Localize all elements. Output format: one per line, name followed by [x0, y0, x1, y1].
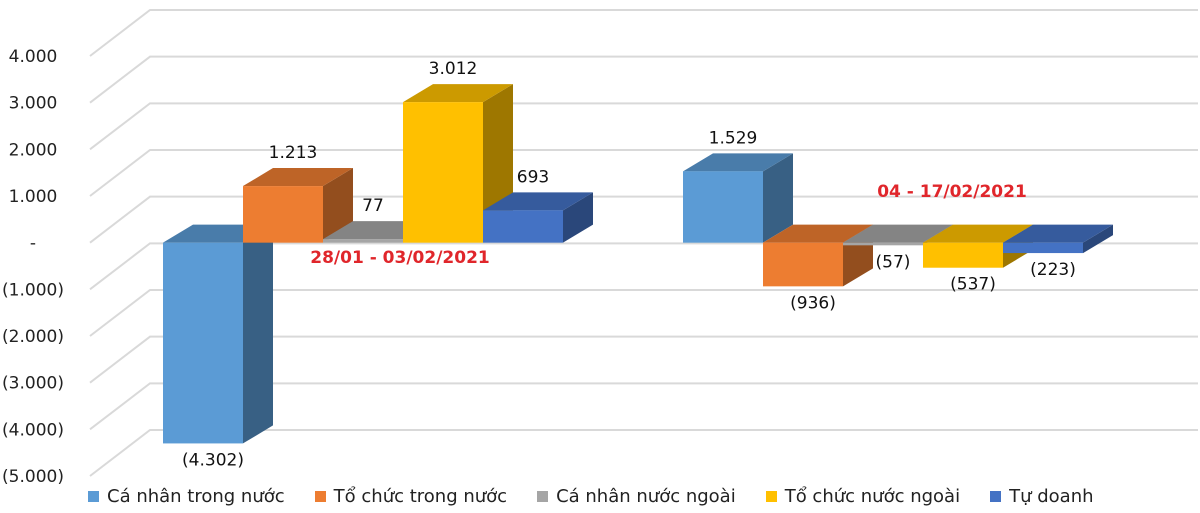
bar-side	[1083, 224, 1113, 254]
gridline	[89, 335, 1198, 384]
y-tick-label: (2.000)	[2, 327, 64, 347]
data-label: 1.213	[269, 143, 318, 163]
bar	[163, 224, 273, 444]
bar	[483, 192, 593, 243]
category-label: 04 - 17/02/2021	[877, 182, 1027, 202]
bar-front	[843, 242, 923, 246]
data-label: (936)	[790, 293, 836, 313]
legend-label: Tự doanh	[1009, 486, 1094, 507]
gridlines	[89, 9, 1198, 477]
y-tick-label: 2.000	[9, 140, 58, 160]
y-tick-label: 3.000	[9, 94, 58, 114]
bar-side	[763, 153, 793, 243]
legend-item: Tự doanh	[990, 486, 1094, 507]
y-tick-label: (4.000)	[2, 420, 64, 440]
bar-front	[683, 171, 763, 243]
data-label: (57)	[876, 252, 911, 272]
gridline	[89, 382, 1198, 431]
data-labels: (4.302) 1.213 77 3.012 693 1.529 (936) (57) (537…	[182, 59, 1076, 470]
gridline	[89, 102, 1198, 151]
legend-label: Tổ chức trong nước	[333, 486, 508, 507]
bar	[1003, 224, 1113, 254]
bar-side	[243, 224, 273, 444]
y-tick-label: (5.000)	[2, 467, 64, 486]
gridline	[89, 149, 1198, 197]
y-tick-label: -	[30, 234, 36, 254]
bar-top	[843, 224, 953, 243]
bar-top	[243, 168, 353, 187]
data-label: 77	[362, 196, 384, 216]
legend: Cá nhân trong nước Tổ chức trong nước Cá n…	[88, 486, 1094, 507]
bar-top	[923, 224, 1033, 243]
legend-swatch	[537, 491, 549, 502]
bar-front	[483, 210, 563, 243]
category-labels: 28/01 - 03/02/2021 04 - 17/02/2021	[310, 182, 1027, 268]
legend-item: Tổ chức nước ngoài	[765, 486, 961, 507]
data-label: (4.302)	[182, 450, 244, 470]
gridline	[89, 289, 1198, 337]
bar-front	[403, 102, 483, 243]
bar-front	[763, 242, 843, 287]
bar	[683, 153, 793, 243]
chart: 4.000 3.000 2.000 1.000 - (1.000) (2.000) (3.00…	[2, 9, 1198, 486]
legend-swatch	[314, 491, 326, 502]
bar-top	[403, 84, 513, 103]
legend-swatch	[765, 491, 777, 502]
legend-label: Cá nhân trong nước	[107, 486, 285, 507]
y-tick-label: (1.000)	[2, 280, 64, 300]
data-label: (223)	[1030, 260, 1076, 280]
bar	[243, 168, 353, 243]
y-tick-label: 1.000	[9, 187, 58, 207]
y-tick-label: (3.000)	[2, 374, 64, 394]
bar-front	[163, 242, 243, 444]
bar-front	[1003, 242, 1083, 254]
legend-label: Cá nhân nước ngoài	[556, 486, 736, 507]
bar-side	[323, 168, 353, 243]
bar-front	[243, 186, 323, 243]
gridline	[89, 429, 1198, 477]
bar-top	[763, 224, 873, 243]
data-label: 3.012	[429, 59, 478, 79]
bar-top	[683, 153, 793, 172]
bar-side	[563, 192, 593, 243]
gridline	[89, 55, 1198, 104]
legend-item: Tổ chức trong nước	[314, 486, 508, 507]
legend-swatch	[88, 491, 99, 502]
legend-item: Cá nhân nước ngoài	[537, 486, 736, 507]
gridline	[89, 9, 1198, 57]
legend-label: Tổ chức nước ngoài	[784, 486, 961, 507]
bar-front	[323, 239, 403, 243]
legend-swatch	[990, 491, 1002, 502]
data-label: 693	[517, 167, 549, 187]
bar-front	[923, 242, 1003, 268]
bar	[403, 84, 513, 243]
bar	[763, 224, 873, 287]
data-label: (537)	[950, 275, 996, 295]
bars	[163, 84, 1113, 444]
y-axis-ticks: 4.000 3.000 2.000 1.000 - (1.000) (2.000) (3.00…	[2, 47, 64, 486]
category-label: 28/01 - 03/02/2021	[310, 248, 489, 268]
data-label: 1.529	[709, 128, 758, 148]
legend-item: Cá nhân trong nước	[88, 486, 285, 507]
gridline	[89, 195, 1198, 244]
bar-top	[1003, 224, 1113, 243]
bar-top	[483, 192, 593, 211]
y-tick-label: 4.000	[9, 47, 58, 67]
